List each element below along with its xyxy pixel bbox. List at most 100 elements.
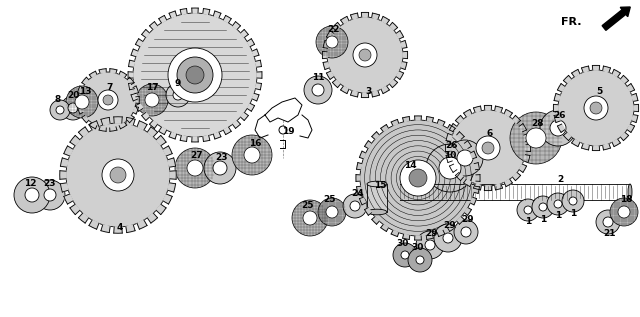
Polygon shape: [351, 13, 358, 19]
Text: 27: 27: [191, 152, 204, 160]
Polygon shape: [150, 120, 157, 128]
Polygon shape: [457, 132, 464, 139]
Text: 11: 11: [312, 74, 324, 82]
Polygon shape: [119, 71, 127, 77]
Polygon shape: [192, 137, 198, 142]
Polygon shape: [372, 91, 380, 97]
Polygon shape: [326, 71, 334, 79]
Text: 12: 12: [24, 178, 36, 187]
Circle shape: [44, 189, 56, 201]
Polygon shape: [634, 104, 639, 112]
Polygon shape: [449, 124, 457, 132]
Polygon shape: [474, 163, 479, 170]
Polygon shape: [90, 122, 97, 129]
Circle shape: [524, 206, 532, 214]
Text: 1: 1: [525, 217, 531, 227]
Polygon shape: [437, 120, 445, 126]
Text: 25: 25: [323, 196, 335, 204]
Circle shape: [590, 102, 602, 114]
Polygon shape: [203, 135, 210, 141]
Bar: [367, 184, 387, 212]
Polygon shape: [372, 13, 380, 19]
Polygon shape: [180, 135, 187, 141]
Text: 22: 22: [327, 25, 339, 35]
Polygon shape: [232, 120, 241, 128]
Polygon shape: [484, 186, 492, 191]
Text: 8: 8: [55, 94, 61, 103]
Polygon shape: [445, 144, 450, 152]
Circle shape: [547, 193, 569, 215]
Circle shape: [61, 96, 85, 120]
Polygon shape: [484, 106, 492, 110]
Polygon shape: [163, 194, 172, 204]
Circle shape: [110, 167, 126, 183]
Polygon shape: [323, 62, 329, 69]
Text: 4: 4: [117, 223, 123, 232]
Polygon shape: [89, 220, 99, 229]
Polygon shape: [109, 127, 117, 131]
Polygon shape: [504, 109, 513, 117]
Polygon shape: [79, 127, 88, 137]
Polygon shape: [372, 132, 380, 139]
Polygon shape: [403, 117, 410, 122]
Polygon shape: [356, 163, 362, 170]
Ellipse shape: [628, 184, 632, 200]
Polygon shape: [90, 71, 97, 77]
Polygon shape: [159, 16, 166, 23]
Text: 16: 16: [249, 139, 261, 147]
Polygon shape: [612, 69, 620, 77]
Circle shape: [177, 57, 213, 93]
Circle shape: [318, 198, 346, 226]
Polygon shape: [323, 41, 329, 48]
Polygon shape: [70, 204, 80, 215]
Polygon shape: [101, 225, 110, 233]
Polygon shape: [170, 171, 176, 179]
Circle shape: [204, 152, 236, 184]
Text: 9: 9: [175, 79, 181, 87]
Polygon shape: [396, 31, 404, 39]
Polygon shape: [89, 121, 99, 130]
Polygon shape: [426, 234, 433, 239]
Polygon shape: [401, 41, 407, 48]
Circle shape: [554, 200, 562, 208]
Polygon shape: [474, 184, 481, 190]
Polygon shape: [126, 117, 135, 125]
Circle shape: [596, 210, 620, 234]
Polygon shape: [593, 146, 600, 151]
Polygon shape: [133, 107, 138, 114]
Polygon shape: [340, 16, 349, 24]
Polygon shape: [476, 175, 480, 181]
Polygon shape: [82, 77, 89, 85]
Polygon shape: [495, 184, 502, 190]
Circle shape: [145, 93, 159, 107]
Circle shape: [102, 159, 134, 191]
Polygon shape: [241, 113, 248, 120]
Polygon shape: [340, 86, 349, 94]
Circle shape: [103, 95, 113, 105]
Circle shape: [393, 243, 417, 267]
Polygon shape: [504, 179, 513, 186]
Polygon shape: [603, 144, 611, 150]
Polygon shape: [127, 115, 134, 123]
Circle shape: [526, 128, 546, 148]
Polygon shape: [147, 213, 157, 223]
Polygon shape: [136, 103, 143, 111]
Polygon shape: [524, 133, 530, 141]
Polygon shape: [603, 66, 611, 72]
Circle shape: [166, 83, 190, 107]
Text: 23: 23: [44, 178, 56, 187]
Text: 28: 28: [531, 120, 543, 128]
Polygon shape: [127, 77, 134, 85]
Polygon shape: [203, 9, 210, 15]
Polygon shape: [465, 141, 472, 148]
Circle shape: [66, 86, 98, 118]
Circle shape: [539, 203, 547, 211]
Circle shape: [168, 48, 222, 102]
Circle shape: [326, 206, 338, 218]
Polygon shape: [60, 183, 68, 192]
Polygon shape: [136, 39, 143, 47]
Text: 6: 6: [487, 130, 493, 139]
Polygon shape: [495, 106, 502, 112]
Circle shape: [75, 95, 89, 109]
Circle shape: [98, 90, 118, 110]
